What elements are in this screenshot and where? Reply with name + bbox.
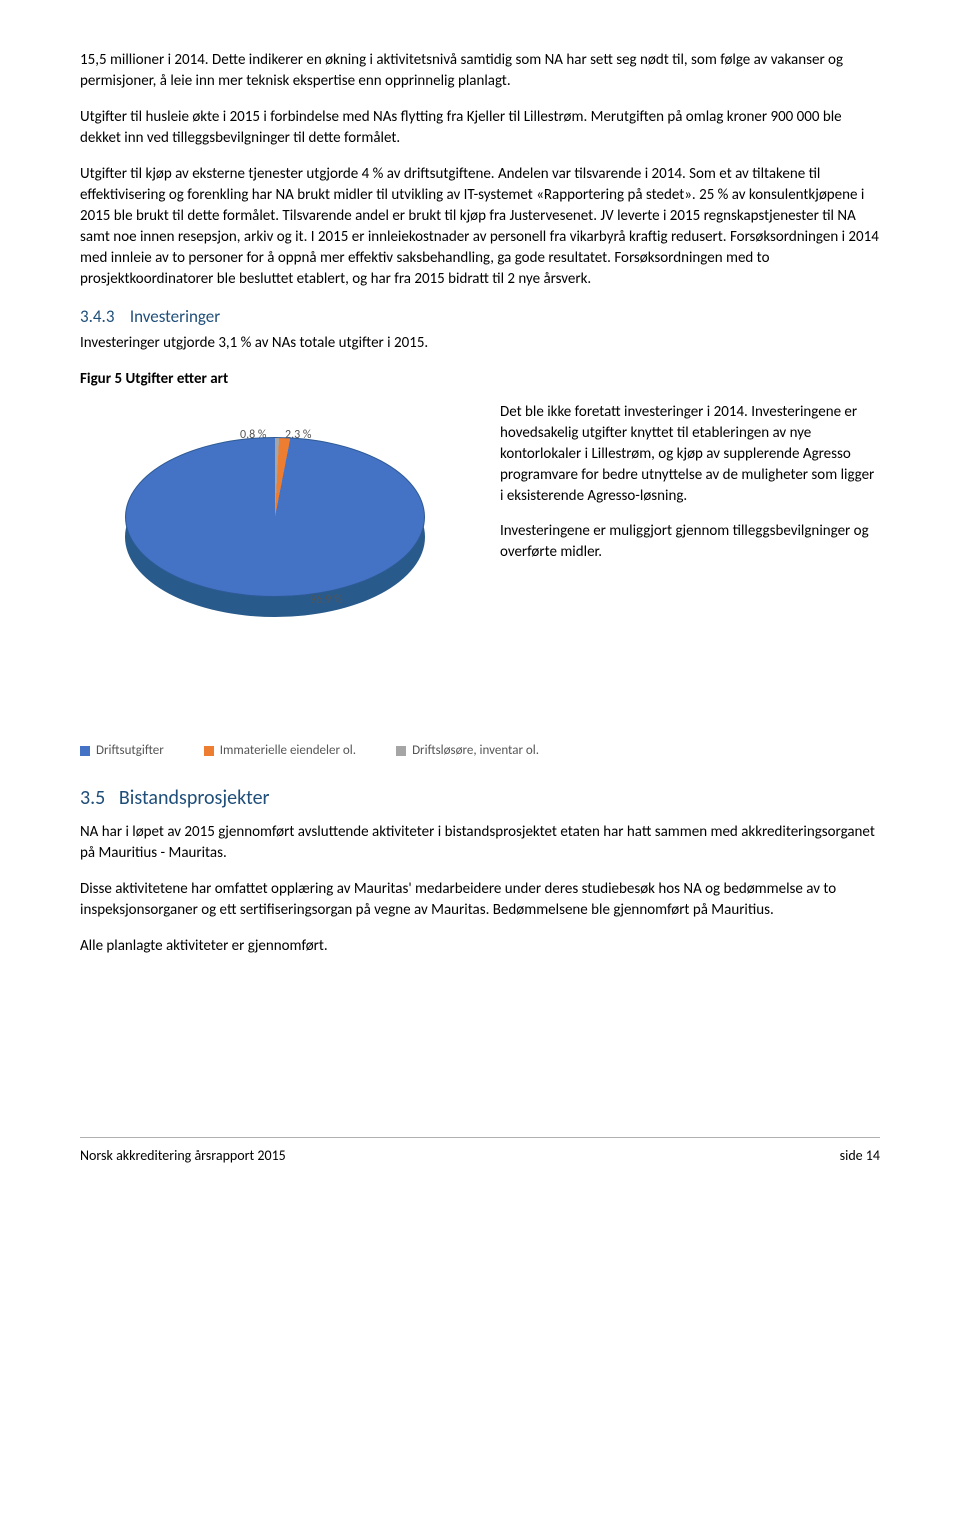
section-343-intro: Investeringer utgjorde 3,1 % av NAs tota…	[80, 333, 880, 354]
heading-title: Investeringer	[130, 306, 220, 327]
heading-35-num: 3.5	[80, 786, 105, 810]
pie-chart: 0,8 % 2,3 % 96,9 %	[80, 402, 470, 692]
legend-label-3: Driftsløsøre, inventar ol.	[412, 742, 539, 760]
chart-legend: Driftsutgifter Immaterielle eiendeler ol…	[80, 742, 880, 760]
figure-row: 0,8 % 2,3 % 96,9 % Det ble ikke foretatt…	[80, 402, 880, 692]
section-35-p3: Alle planlagte aktiviteter er gjennomfør…	[80, 936, 880, 957]
footer-right: side 14	[840, 1146, 880, 1166]
heading-35: 3.5 Bistandsprosjekter	[80, 784, 880, 812]
paragraph-2: Utgifter til husleie økte i 2015 i forbi…	[80, 107, 880, 149]
legend-label-2: Immaterielle eiendeler ol.	[220, 742, 356, 760]
footer-divider	[80, 1137, 880, 1138]
swatch-3	[396, 746, 406, 756]
side-para-2: Investeringene er muliggjort gjennom til…	[500, 521, 880, 563]
page-footer: Norsk akkreditering årsrapport 2015 side…	[80, 1146, 880, 1166]
legend-item-2: Immaterielle eiendeler ol.	[204, 742, 356, 760]
legend-item-3: Driftsløsøre, inventar ol.	[396, 742, 539, 760]
heading-35-title: Bistandsprosjekter	[119, 786, 270, 810]
footer-left: Norsk akkreditering årsrapport 2015	[80, 1146, 286, 1166]
swatch-1	[80, 746, 90, 756]
pie-top	[125, 437, 425, 597]
paragraph-1: 15,5 millioner i 2014. Dette indikerer e…	[80, 50, 880, 92]
side-para-1: Det ble ikke foretatt investeringer i 20…	[500, 402, 880, 507]
figure-side-text: Det ble ikke foretatt investeringer i 20…	[500, 402, 880, 577]
paragraph-3: Utgifter til kjøp av eksterne tjenester …	[80, 164, 880, 290]
swatch-2	[204, 746, 214, 756]
pie-label-3: 96,9 %	[310, 592, 343, 609]
section-35-p2: Disse aktivitetene har omfattet opplærin…	[80, 879, 880, 921]
figure-title: Figur 5 Utgifter etter art	[80, 369, 880, 390]
legend-item-1: Driftsutgifter	[80, 742, 164, 760]
legend-label-1: Driftsutgifter	[96, 742, 164, 760]
heading-343: 3.4.3 Investeringer	[80, 305, 880, 329]
section-35-p1: NA har i løpet av 2015 gjennomført avslu…	[80, 822, 880, 864]
heading-num: 3.4.3	[80, 306, 114, 327]
pie-wrap: 0,8 % 2,3 % 96,9 %	[125, 427, 425, 617]
